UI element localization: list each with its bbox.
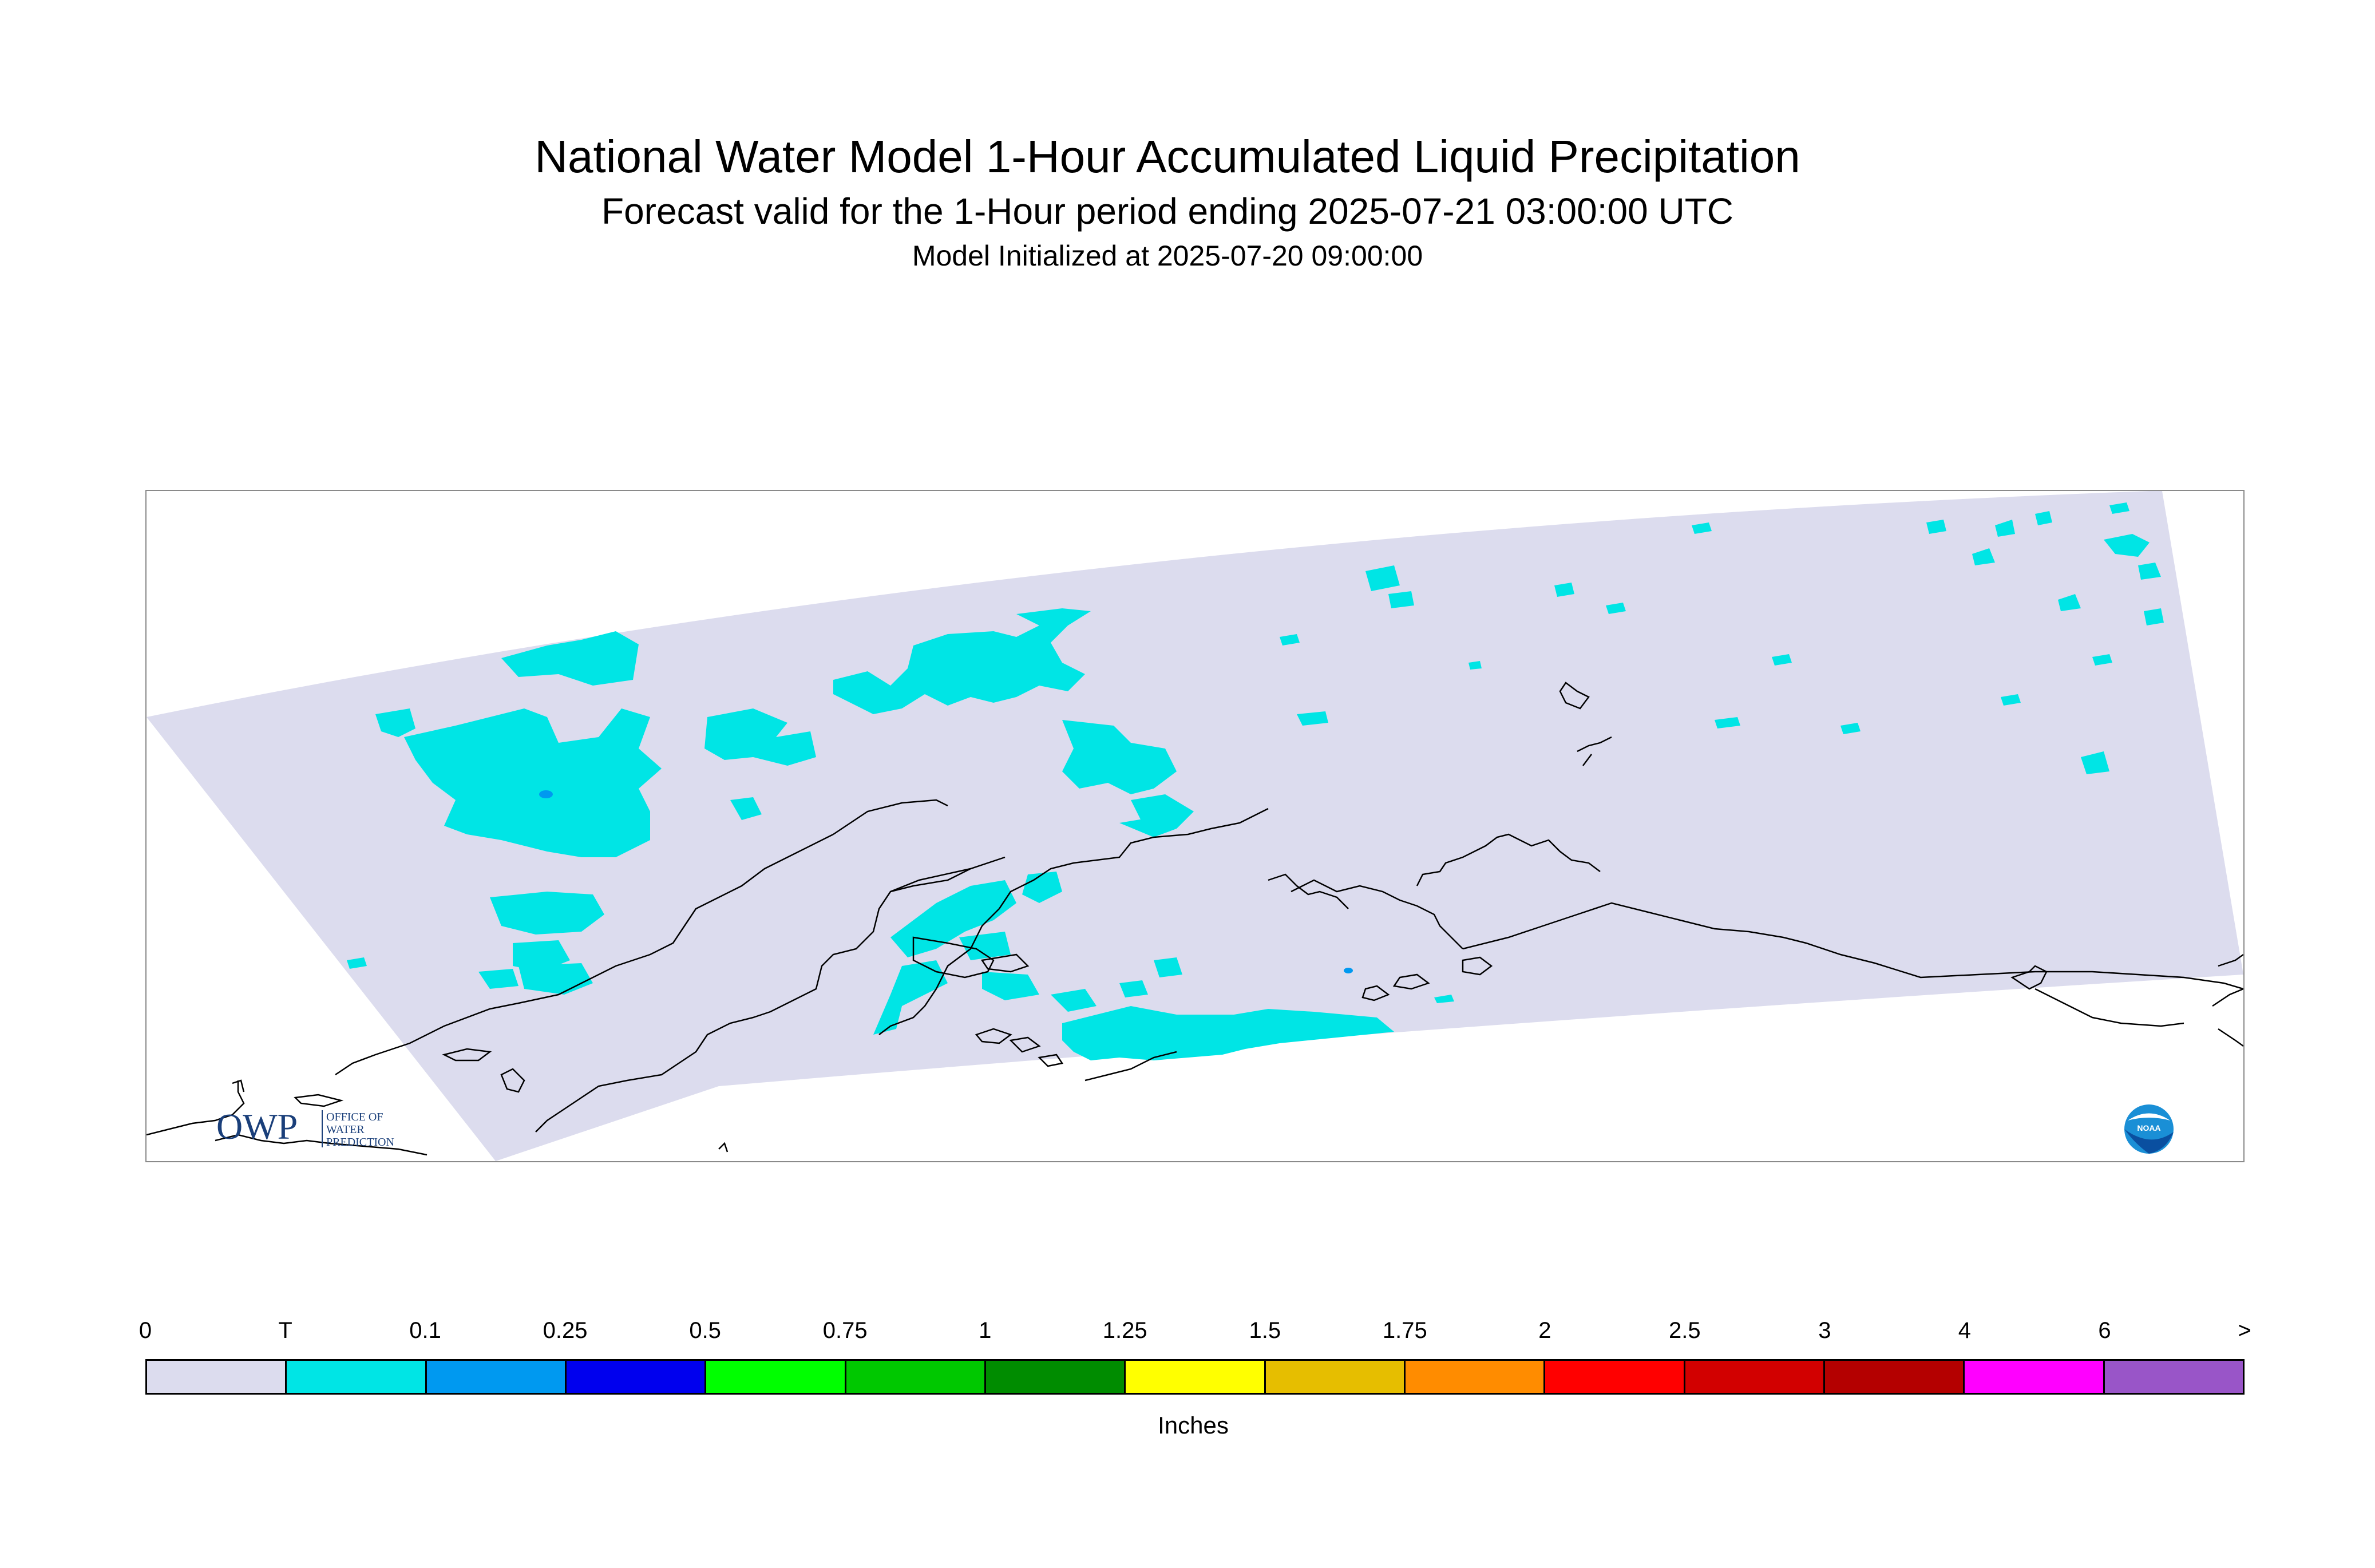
legend-swatch <box>566 1361 707 1393</box>
domain-outside-bottom <box>496 975 2243 1161</box>
legend-tick-label: 2.5 <box>1669 1318 1701 1343</box>
owp-logo-sub-1: OFFICE OF <box>326 1111 383 1123</box>
legend-swatch <box>1824 1361 1965 1393</box>
legend-tick-label: 0.75 <box>822 1318 868 1343</box>
legend-tick-label: 0 <box>138 1318 152 1343</box>
legend-units-label: Inches <box>1158 1412 1229 1439</box>
legend-tick-label: 1.25 <box>1102 1318 1147 1343</box>
legend-swatch <box>2104 1361 2243 1393</box>
precip-light-areas <box>539 790 1353 973</box>
legend-swatch <box>426 1361 567 1393</box>
legend-swatch <box>846 1361 986 1393</box>
legend-swatch <box>1965 1361 2105 1393</box>
legend-tick-label: 4 <box>1958 1318 1972 1343</box>
legend-tick-label: > <box>2238 1318 2251 1343</box>
precipitation-map <box>147 491 2243 1161</box>
legend-swatch <box>1265 1361 1406 1393</box>
legend-swatch <box>1405 1361 1546 1393</box>
legend-tick-label: 1 <box>979 1318 992 1343</box>
legend-tick-label: 1.5 <box>1249 1318 1281 1343</box>
model-domain-area <box>147 491 2243 1161</box>
legend-swatch <box>1545 1361 1685 1393</box>
owp-logo: OWP OFFICE OF WATER PREDICTION <box>216 1106 394 1149</box>
noaa-logo-text: NOAA <box>2137 1123 2160 1133</box>
model-init-line: Model Initialized at 2025-07-20 09:00:00 <box>912 240 1423 272</box>
legend-swatch <box>985 1361 1126 1393</box>
legend-tick-label: 0.1 <box>409 1318 441 1343</box>
legend-swatch <box>706 1361 846 1393</box>
legend-tick-label: 1.75 <box>1382 1318 1427 1343</box>
legend-swatch <box>287 1361 427 1393</box>
legend-tick-label: 0.5 <box>689 1318 721 1343</box>
domain-outside-left <box>147 717 496 1161</box>
owp-logo-sub-3: PREDICTION <box>326 1136 394 1149</box>
coastlines <box>147 682 2243 1156</box>
legend-swatch <box>147 1361 287 1393</box>
legend-tick-labels: 0 T 0.1 0.25 0.5 0.75 1 1.25 1.5 1.75 2 2.5 3 4 6 > <box>139 1316 2251 1351</box>
legend-swatch <box>1685 1361 1825 1393</box>
map-panel <box>145 490 2245 1162</box>
legend-tick-label: T <box>278 1318 292 1343</box>
legend-swatch <box>1126 1361 1266 1393</box>
legend-tick-label: 0.25 <box>543 1318 588 1343</box>
map-subtitle: Forecast valid for the 1-Hour period end… <box>601 191 1734 232</box>
owp-logo-text: OWP <box>216 1106 298 1147</box>
map-title: National Water Model 1-Hour Accumulated … <box>535 131 1800 182</box>
precip-trace-areas <box>347 502 2164 1060</box>
legend-tick-label: 2 <box>1538 1318 1551 1343</box>
legend-colorbar <box>145 1359 2245 1395</box>
legend-tick-label: 6 <box>2098 1318 2111 1343</box>
noaa-logo-icon: NOAA <box>2124 1104 2174 1154</box>
owp-logo-sub-2: WATER <box>326 1123 365 1136</box>
legend-tick-label: 3 <box>1818 1318 1831 1343</box>
